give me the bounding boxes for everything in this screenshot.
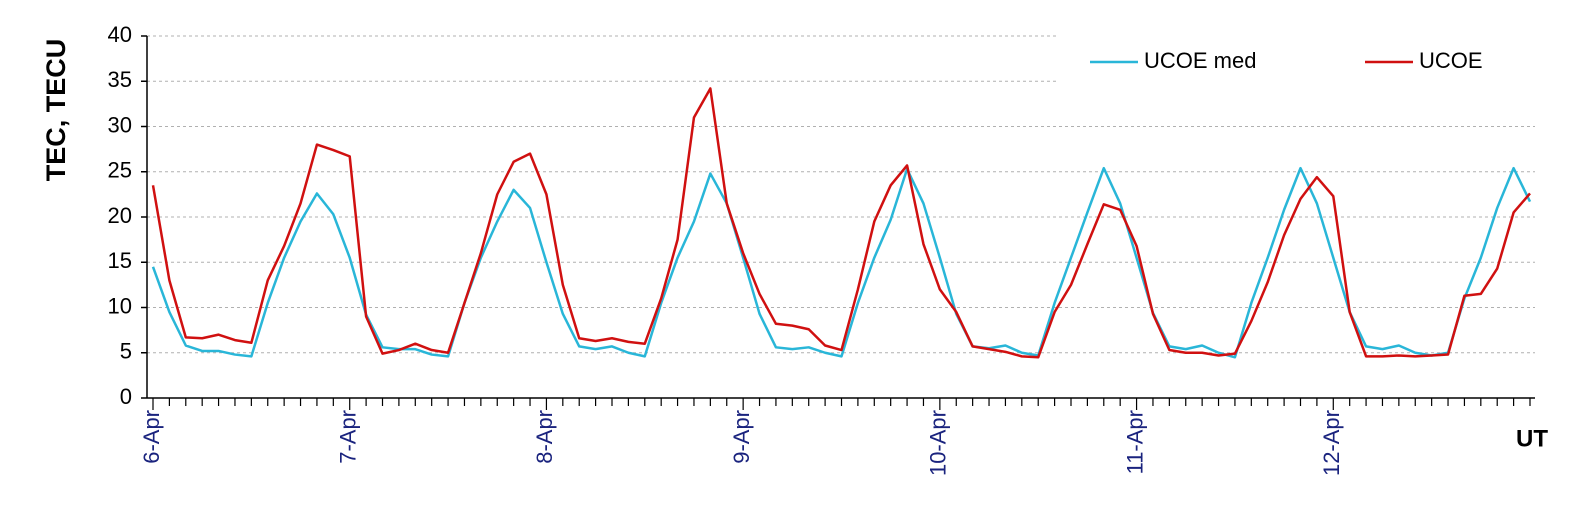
y-tick-label: 15 (108, 248, 132, 273)
y-tick-label: 25 (108, 158, 132, 183)
legend: UCOE med UCOE (1058, 26, 1538, 96)
x-tick-label: 8-Apr (532, 410, 557, 464)
x-tick-label: 10-Apr (926, 410, 951, 476)
y-tick-label: 10 (108, 293, 132, 318)
series-line (151, 87, 1531, 359)
x-tick-label: 11-Apr (1122, 410, 1147, 474)
y-tick-label: 35 (108, 67, 132, 92)
y-tick-label: 20 (108, 203, 132, 228)
y-tick-label: 30 (108, 112, 132, 137)
y-tick-label: 5 (120, 339, 132, 364)
x-tick-label: 9-Apr (729, 410, 754, 464)
x-tick-label: 6-Apr (139, 410, 164, 464)
y-tick-label: 40 (108, 22, 132, 47)
y-axis-label: TEC, TECU (41, 39, 71, 182)
x-tick-label: 7-Apr (336, 410, 361, 464)
y-tick-label: 0 (120, 384, 132, 409)
legend-label: UCOE med (1144, 48, 1256, 73)
x-axis-label: UT (1516, 425, 1548, 452)
legend-label: UCOE (1419, 48, 1483, 73)
series-line (151, 166, 1532, 359)
x-tick-label: 12-Apr (1319, 410, 1344, 476)
